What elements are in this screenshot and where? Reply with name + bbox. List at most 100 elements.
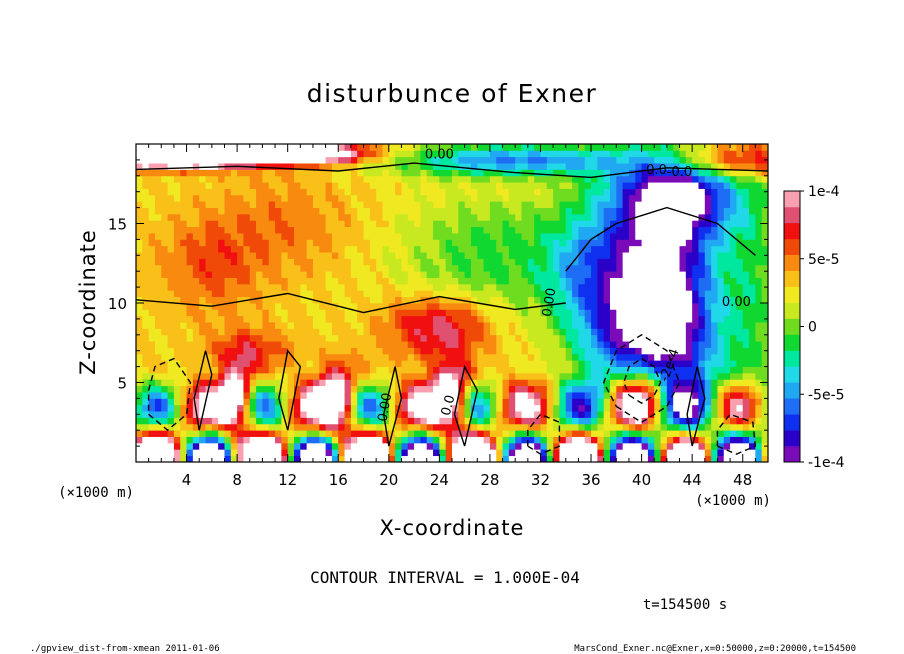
heat-cell	[761, 353, 769, 361]
heat-cell	[546, 385, 554, 393]
heat-cell	[515, 182, 522, 189]
heat-cell	[420, 226, 428, 234]
heat-cell	[205, 449, 213, 457]
heat-cell	[761, 226, 769, 234]
heat-cell	[477, 239, 484, 247]
heat-cell	[319, 239, 326, 247]
heat-cell	[635, 245, 642, 253]
heat-cell	[527, 188, 535, 196]
heat-cell	[211, 366, 219, 374]
heat-cell	[647, 423, 655, 431]
heat-cell	[458, 436, 466, 444]
heat-cell	[173, 366, 181, 374]
heat-cell	[154, 341, 162, 348]
heat-cell	[414, 392, 421, 399]
heat-cell	[515, 334, 522, 342]
heat-cell	[502, 455, 510, 463]
heat-cell	[521, 226, 529, 234]
heat-cell	[205, 309, 213, 317]
heat-cell	[452, 449, 459, 457]
heat-cell	[414, 144, 421, 151]
heat-cell	[654, 334, 661, 342]
heat-cell	[464, 163, 472, 170]
heat-cell	[376, 175, 383, 183]
heat-cell	[597, 347, 605, 355]
heat-cell	[433, 315, 440, 323]
heat-cell	[344, 442, 352, 450]
heat-cell	[546, 252, 554, 259]
heat-cell	[407, 207, 415, 215]
heat-cell	[534, 194, 541, 202]
heat-cell	[268, 207, 276, 215]
heat-cell	[591, 315, 598, 323]
heat-cell	[603, 322, 611, 329]
heat-cell	[584, 328, 592, 336]
heat-cell	[730, 360, 737, 367]
heat-cell	[173, 353, 181, 361]
heat-cell	[502, 366, 510, 374]
heat-cell	[717, 430, 725, 437]
heat-cell	[142, 404, 150, 412]
heat-cell	[622, 455, 630, 463]
heat-cell	[262, 233, 270, 240]
heat-cell	[616, 163, 624, 170]
heat-cell	[749, 366, 756, 374]
heat-cell	[211, 328, 219, 336]
heat-cell	[256, 188, 263, 196]
heat-cell	[439, 290, 447, 298]
heat-cell	[199, 366, 206, 374]
heat-cell	[300, 423, 308, 431]
heat-cell	[761, 175, 769, 183]
heat-cell	[502, 379, 510, 387]
heat-cell	[224, 207, 232, 215]
heat-cell	[142, 277, 150, 285]
heat-cell	[698, 385, 706, 393]
heat-cell	[546, 213, 554, 221]
heat-cell	[515, 296, 522, 304]
heat-cell	[546, 283, 554, 291]
heat-cell	[205, 455, 213, 463]
heat-cell	[546, 220, 554, 228]
heat-cell	[142, 372, 150, 380]
heat-cell	[249, 417, 257, 425]
heat-cell	[723, 163, 731, 170]
heat-cell	[502, 194, 510, 202]
heat-cell	[275, 385, 282, 393]
heat-cell	[237, 360, 244, 367]
heat-cell	[692, 303, 699, 310]
heat-cell	[515, 392, 522, 399]
heat-cell	[660, 156, 668, 164]
heat-cell	[540, 277, 548, 285]
heat-cell	[723, 322, 731, 329]
heat-cell	[692, 188, 699, 196]
heat-cell	[344, 252, 352, 259]
heat-cell	[363, 417, 371, 425]
heat-cell	[161, 169, 168, 177]
heat-cell	[281, 385, 289, 393]
heat-cell	[439, 417, 447, 425]
heat-cell	[584, 233, 592, 240]
heat-cell	[167, 226, 175, 234]
heat-cell	[452, 334, 459, 342]
heat-cell	[540, 347, 548, 355]
heat-cell	[559, 442, 567, 450]
heat-cell	[660, 252, 668, 259]
heat-cell	[761, 264, 769, 272]
heat-cell	[635, 334, 642, 342]
heat-cell	[452, 392, 459, 399]
heat-cell	[761, 449, 769, 457]
heat-cell	[628, 271, 636, 278]
heat-cell	[154, 239, 162, 247]
heat-cell	[717, 156, 725, 164]
heat-cell	[565, 392, 573, 399]
heat-cell	[420, 194, 428, 202]
heat-cell	[483, 322, 491, 329]
heat-cell	[723, 455, 731, 463]
heat-cell	[154, 392, 162, 399]
heat-cell	[363, 175, 371, 183]
heat-cell	[218, 144, 225, 151]
heat-cell	[641, 423, 649, 431]
heat-cell	[388, 245, 396, 253]
heat-cell	[306, 252, 314, 259]
heat-cell	[603, 156, 611, 164]
